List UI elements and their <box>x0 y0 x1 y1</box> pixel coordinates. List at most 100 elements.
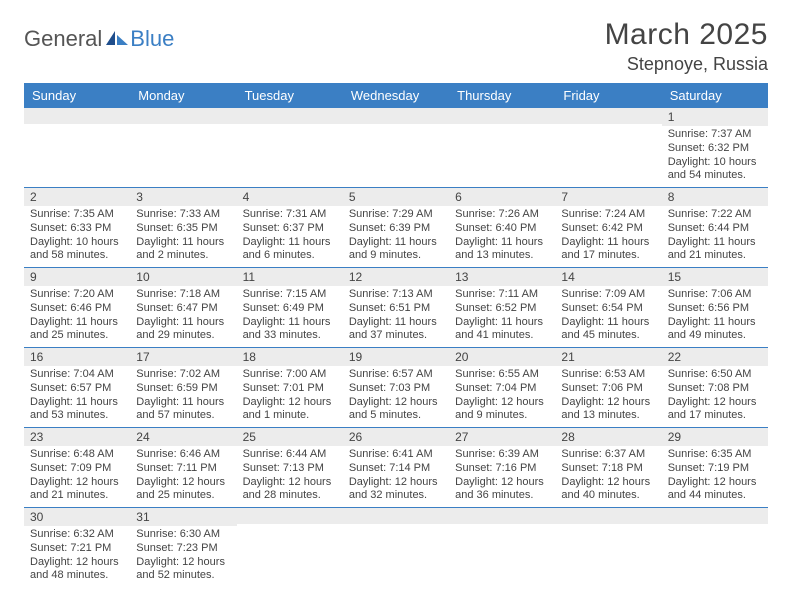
calendar-header-row: Sunday Monday Tuesday Wednesday Thursday… <box>24 83 768 108</box>
calendar-day-cell: 7Sunrise: 7:24 AMSunset: 6:42 PMDaylight… <box>555 188 661 268</box>
day-details: Sunrise: 6:50 AMSunset: 7:08 PMDaylight:… <box>662 366 768 427</box>
sunrise-text: Sunrise: 7:06 AM <box>668 288 762 302</box>
sunset-text: Sunset: 6:37 PM <box>243 222 337 236</box>
calendar-day-cell: 24Sunrise: 6:46 AMSunset: 7:11 PMDayligh… <box>130 428 236 508</box>
daylight-text: Daylight: 12 hours and 17 minutes. <box>668 396 762 424</box>
calendar-day-cell: 20Sunrise: 6:55 AMSunset: 7:04 PMDayligh… <box>449 348 555 428</box>
daylight-text: Daylight: 12 hours and 25 minutes. <box>136 476 230 504</box>
day-number: 9 <box>24 268 130 286</box>
sunrise-text: Sunrise: 6:39 AM <box>455 448 549 462</box>
calendar-day-cell <box>24 108 130 188</box>
calendar-week-row: 16Sunrise: 7:04 AMSunset: 6:57 PMDayligh… <box>24 348 768 428</box>
sunrise-text: Sunrise: 7:26 AM <box>455 208 549 222</box>
day-details: Sunrise: 7:06 AMSunset: 6:56 PMDaylight:… <box>662 286 768 347</box>
brand-part2: Blue <box>130 26 174 52</box>
calendar-day-cell: 25Sunrise: 6:44 AMSunset: 7:13 PMDayligh… <box>237 428 343 508</box>
day-number: 24 <box>130 428 236 446</box>
daylight-text: Daylight: 11 hours and 29 minutes. <box>136 316 230 344</box>
day-number: 11 <box>237 268 343 286</box>
day-number: 15 <box>662 268 768 286</box>
weekday-header: Monday <box>130 83 236 108</box>
day-number <box>343 108 449 124</box>
sunrise-text: Sunrise: 6:55 AM <box>455 368 549 382</box>
daylight-text: Daylight: 12 hours and 40 minutes. <box>561 476 655 504</box>
day-number: 14 <box>555 268 661 286</box>
day-details: Sunrise: 7:09 AMSunset: 6:54 PMDaylight:… <box>555 286 661 347</box>
weekday-header: Sunday <box>24 83 130 108</box>
day-number: 22 <box>662 348 768 366</box>
calendar-week-row: 9Sunrise: 7:20 AMSunset: 6:46 PMDaylight… <box>24 268 768 348</box>
calendar-day-cell: 6Sunrise: 7:26 AMSunset: 6:40 PMDaylight… <box>449 188 555 268</box>
day-number: 4 <box>237 188 343 206</box>
day-details: Sunrise: 7:29 AMSunset: 6:39 PMDaylight:… <box>343 206 449 267</box>
sunrise-text: Sunrise: 6:50 AM <box>668 368 762 382</box>
sunset-text: Sunset: 6:42 PM <box>561 222 655 236</box>
day-number: 27 <box>449 428 555 446</box>
daylight-text: Daylight: 12 hours and 9 minutes. <box>455 396 549 424</box>
day-number: 28 <box>555 428 661 446</box>
weekday-header: Saturday <box>662 83 768 108</box>
day-details: Sunrise: 7:37 AMSunset: 6:32 PMDaylight:… <box>662 126 768 187</box>
day-details: Sunrise: 7:15 AMSunset: 6:49 PMDaylight:… <box>237 286 343 347</box>
day-details: Sunrise: 7:31 AMSunset: 6:37 PMDaylight:… <box>237 206 343 267</box>
day-details: Sunrise: 7:00 AMSunset: 7:01 PMDaylight:… <box>237 366 343 427</box>
day-number: 18 <box>237 348 343 366</box>
sunrise-text: Sunrise: 6:46 AM <box>136 448 230 462</box>
sunset-text: Sunset: 7:18 PM <box>561 462 655 476</box>
daylight-text: Daylight: 11 hours and 6 minutes. <box>243 236 337 264</box>
daylight-text: Daylight: 11 hours and 2 minutes. <box>136 236 230 264</box>
sunset-text: Sunset: 7:09 PM <box>30 462 124 476</box>
sunrise-text: Sunrise: 7:22 AM <box>668 208 762 222</box>
sunset-text: Sunset: 7:23 PM <box>136 542 230 556</box>
daylight-text: Daylight: 11 hours and 49 minutes. <box>668 316 762 344</box>
day-details: Sunrise: 6:44 AMSunset: 7:13 PMDaylight:… <box>237 446 343 507</box>
sunrise-text: Sunrise: 6:57 AM <box>349 368 443 382</box>
day-details: Sunrise: 6:57 AMSunset: 7:03 PMDaylight:… <box>343 366 449 427</box>
calendar-day-cell: 4Sunrise: 7:31 AMSunset: 6:37 PMDaylight… <box>237 188 343 268</box>
day-number <box>662 508 768 524</box>
daylight-text: Daylight: 12 hours and 1 minute. <box>243 396 337 424</box>
calendar-day-cell <box>130 108 236 188</box>
sunset-text: Sunset: 6:59 PM <box>136 382 230 396</box>
brand-logo: General Blue <box>24 18 174 52</box>
sunrise-text: Sunrise: 6:32 AM <box>30 528 124 542</box>
calendar-day-cell <box>662 508 768 588</box>
sail-icon <box>106 29 128 52</box>
day-number: 3 <box>130 188 236 206</box>
day-number: 31 <box>130 508 236 526</box>
sunset-text: Sunset: 6:52 PM <box>455 302 549 316</box>
daylight-text: Daylight: 12 hours and 21 minutes. <box>30 476 124 504</box>
day-number: 7 <box>555 188 661 206</box>
sunset-text: Sunset: 7:13 PM <box>243 462 337 476</box>
calendar-week-row: 1Sunrise: 7:37 AMSunset: 6:32 PMDaylight… <box>24 108 768 188</box>
sunrise-text: Sunrise: 6:41 AM <box>349 448 443 462</box>
daylight-text: Daylight: 11 hours and 53 minutes. <box>30 396 124 424</box>
day-number: 8 <box>662 188 768 206</box>
daylight-text: Daylight: 11 hours and 13 minutes. <box>455 236 549 264</box>
sunset-text: Sunset: 6:57 PM <box>30 382 124 396</box>
daylight-text: Daylight: 11 hours and 41 minutes. <box>455 316 549 344</box>
day-details: Sunrise: 6:35 AMSunset: 7:19 PMDaylight:… <box>662 446 768 507</box>
day-number <box>449 508 555 524</box>
calendar-day-cell <box>343 108 449 188</box>
daylight-text: Daylight: 12 hours and 52 minutes. <box>136 556 230 584</box>
day-number: 23 <box>24 428 130 446</box>
sunset-text: Sunset: 7:06 PM <box>561 382 655 396</box>
day-details: Sunrise: 6:55 AMSunset: 7:04 PMDaylight:… <box>449 366 555 427</box>
sunrise-text: Sunrise: 7:09 AM <box>561 288 655 302</box>
day-details: Sunrise: 7:35 AMSunset: 6:33 PMDaylight:… <box>24 206 130 267</box>
day-details: Sunrise: 7:26 AMSunset: 6:40 PMDaylight:… <box>449 206 555 267</box>
calendar-day-cell: 11Sunrise: 7:15 AMSunset: 6:49 PMDayligh… <box>237 268 343 348</box>
day-number: 12 <box>343 268 449 286</box>
sunset-text: Sunset: 7:16 PM <box>455 462 549 476</box>
sunset-text: Sunset: 6:54 PM <box>561 302 655 316</box>
calendar-day-cell <box>555 508 661 588</box>
calendar-week-row: 30Sunrise: 6:32 AMSunset: 7:21 PMDayligh… <box>24 508 768 588</box>
calendar-day-cell: 15Sunrise: 7:06 AMSunset: 6:56 PMDayligh… <box>662 268 768 348</box>
day-number <box>237 508 343 524</box>
day-number: 30 <box>24 508 130 526</box>
daylight-text: Daylight: 11 hours and 45 minutes. <box>561 316 655 344</box>
daylight-text: Daylight: 11 hours and 33 minutes. <box>243 316 337 344</box>
weekday-header: Tuesday <box>237 83 343 108</box>
sunrise-text: Sunrise: 7:11 AM <box>455 288 549 302</box>
